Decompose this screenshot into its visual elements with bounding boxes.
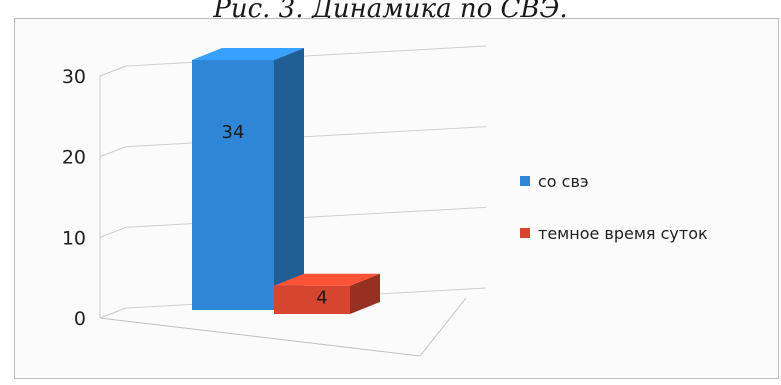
gridline-side-1 [99,226,127,238]
y-tick-label-1: 10 [62,227,86,249]
y-tick-label-2: 20 [62,147,86,169]
bar-side-1 [274,48,304,310]
gridline-side-3 [99,65,127,77]
bar-front-2 [274,285,350,314]
y-tick-label-3: 30 [62,66,86,88]
bar-front-1 [192,60,274,310]
legend-label-series-2: темное время суток [538,223,708,243]
gridline-1 [125,206,487,228]
legend-swatch-series-2 [520,228,530,238]
legend-label-series-1: со свэ [538,171,589,191]
chart-frame [14,18,779,379]
floor-front-edge [99,317,421,357]
bar-top-2 [274,273,380,286]
floor-right-edge [419,297,467,357]
data-label-1: 34 [222,122,245,143]
bar-side-2 [350,273,380,314]
y-tick-label-0: 0 [74,308,86,330]
legend-item-series-1: со свэ [520,168,708,194]
legend-item-series-2: темное время суток [520,220,708,246]
data-label-2: 4 [316,288,327,309]
bar-top-1 [192,48,304,60]
chart-legend: со свэ темное время суток [520,168,708,272]
gridline-3 [125,45,487,67]
gridline-side-0 [99,307,127,319]
gridline-2 [125,126,487,148]
legend-swatch-series-1 [520,176,530,186]
gridline-side-2 [99,146,127,158]
